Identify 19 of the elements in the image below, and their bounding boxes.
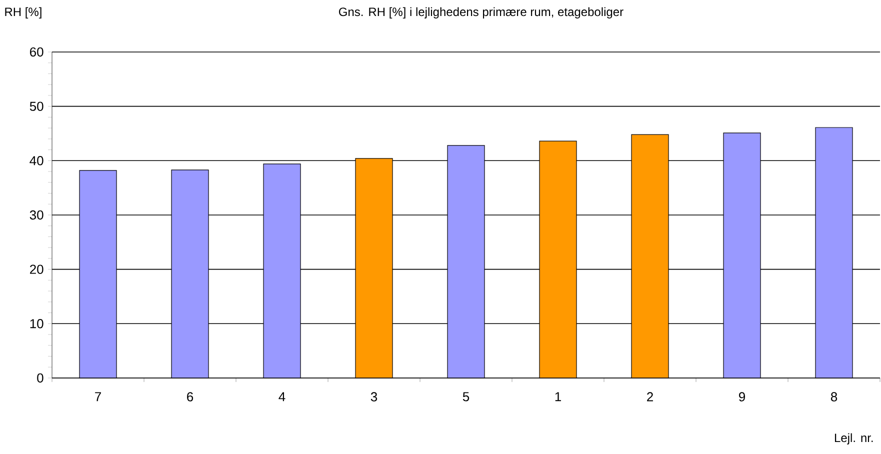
x-tick-label: 6	[187, 392, 194, 402]
x-tick-label: 2	[647, 392, 653, 402]
y-tick-label: 10	[30, 319, 44, 328]
x-axis-title: Lejl. nr.	[834, 433, 873, 444]
x-tick-label: 4	[278, 392, 286, 402]
x-tick-label: 3	[370, 392, 378, 402]
y-tick-label: 50	[30, 102, 44, 111]
x-tick-label: 5	[462, 392, 470, 402]
y-tick-label: 20	[30, 264, 44, 274]
chart-title: Gns. RH [%] i lejlighedens primære rum, etageboliger	[339, 7, 624, 18]
x-tick-label: 9	[739, 392, 745, 402]
x-tick-label: 7	[95, 392, 101, 402]
y-axis-title: RH [%]	[5, 7, 42, 18]
x-tick-label: 8	[830, 392, 838, 402]
y-tick-label: 0	[37, 373, 44, 383]
y-tick-label: 40	[30, 156, 44, 166]
x-tick-label: 1	[555, 392, 561, 402]
y-tick-label: 30	[30, 210, 44, 220]
y-tick-label: 60	[30, 47, 44, 57]
